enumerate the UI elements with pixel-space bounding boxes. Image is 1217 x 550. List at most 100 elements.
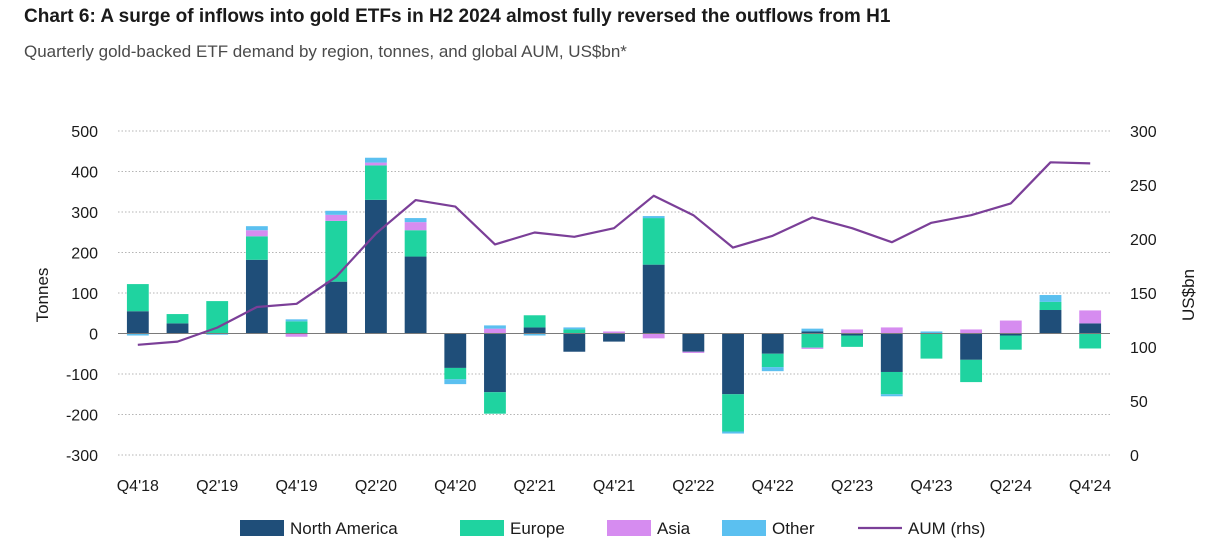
bar-segment xyxy=(642,333,665,339)
y-tick-label: 200 xyxy=(71,246,98,263)
bar-segment xyxy=(603,331,625,334)
y2-tick-label: 0 xyxy=(1130,448,1139,465)
y-tick-label: 500 xyxy=(71,124,98,141)
bar-segment xyxy=(404,256,427,334)
bar-segment xyxy=(245,230,268,237)
x-tick-label: Q4'21 xyxy=(593,478,635,495)
x-axis: Q4'18 Q2'19 Q4'19 Q2'20 Q4'20 Q2'21 Q4'21 Q2'22… xyxy=(117,478,1112,495)
x-tick-label: Q4'24 xyxy=(1069,478,1111,495)
bar-segment xyxy=(285,319,308,322)
bar-segment xyxy=(999,333,1022,336)
bar-segment xyxy=(484,392,506,414)
y2-tick-label: 100 xyxy=(1130,340,1157,357)
bar-segment xyxy=(365,162,387,166)
bar-segment xyxy=(642,216,665,219)
x-tick-label: Q4'20 xyxy=(434,478,476,495)
bar-segment xyxy=(285,333,308,337)
bar-segment xyxy=(603,333,625,342)
bar-segment xyxy=(682,333,705,352)
bar-segment xyxy=(206,333,229,335)
x-tick-label: Q4'18 xyxy=(117,478,159,495)
bar-segment xyxy=(880,371,903,395)
y2-tick-label: 300 xyxy=(1130,124,1157,141)
bar-segment xyxy=(920,331,943,334)
bar-segment xyxy=(444,333,467,368)
bar-segment xyxy=(245,236,268,260)
x-tick-label: Q2'22 xyxy=(672,478,714,495)
bar-segment xyxy=(245,226,268,231)
bar-segment xyxy=(444,379,467,385)
bar-segment xyxy=(920,333,943,359)
bar-segment xyxy=(563,327,586,330)
bar-segment xyxy=(880,394,903,397)
bar-segment xyxy=(761,367,784,372)
y-tick-label: 100 xyxy=(71,286,98,303)
bar-segment xyxy=(285,321,308,334)
y-tick-label: -200 xyxy=(66,408,98,425)
bar-segment xyxy=(563,329,586,334)
y2-tick-label: 200 xyxy=(1130,232,1157,249)
legend-swatch xyxy=(460,520,504,536)
bar-segment xyxy=(245,259,268,334)
x-tick-label: Q4'23 xyxy=(910,478,952,495)
bar-segment xyxy=(1039,301,1062,311)
legend: North America Europe Asia Other AUM (rhs) xyxy=(240,519,985,538)
x-tick-label: Q2'23 xyxy=(831,478,873,495)
x-tick-label: Q2'19 xyxy=(196,478,238,495)
y-tick-label: -100 xyxy=(66,367,98,384)
bar-segment xyxy=(880,333,903,372)
bar-segment xyxy=(841,329,863,334)
x-tick-label: Q4'22 xyxy=(752,478,794,495)
bar-segment xyxy=(166,314,189,324)
y2-tick-label: 250 xyxy=(1130,178,1157,195)
legend-label: North America xyxy=(290,519,398,538)
bar-segment xyxy=(523,333,546,336)
bar-segment xyxy=(841,335,863,347)
bar-segment xyxy=(365,199,387,334)
bar-segment xyxy=(722,431,744,434)
bar-segment xyxy=(563,333,586,352)
bar-segment xyxy=(801,347,824,349)
legend-swatch xyxy=(240,520,284,536)
bar-segment xyxy=(484,325,506,329)
bar-segment xyxy=(365,165,387,200)
bar-segment xyxy=(682,351,705,353)
bar-segment xyxy=(642,264,665,334)
y-tick-label: 300 xyxy=(71,205,98,222)
bar-segment xyxy=(166,323,189,334)
bar-segment xyxy=(325,214,348,221)
bar-segment xyxy=(1079,310,1102,324)
bar-segment xyxy=(999,335,1022,350)
bar-segment xyxy=(365,157,387,163)
bar-segment xyxy=(722,333,744,395)
bar-segment xyxy=(325,281,348,334)
legend-swatch xyxy=(722,520,766,536)
bar-segment xyxy=(1039,295,1062,302)
bar-segment xyxy=(1079,333,1102,349)
y-tick-label: -300 xyxy=(66,448,98,465)
legend-label: Europe xyxy=(510,519,565,538)
bar-segment xyxy=(841,333,863,336)
bar-segment xyxy=(642,218,665,265)
x-tick-label: Q2'21 xyxy=(514,478,556,495)
bar-segment xyxy=(1039,310,1062,334)
bar-segment xyxy=(960,359,983,383)
y2-axis-label: US$bn xyxy=(1179,269,1198,321)
bar-segment xyxy=(325,210,348,215)
bar-segment xyxy=(722,394,744,432)
bar-segment xyxy=(801,328,824,332)
bar-segment xyxy=(801,333,824,348)
bar-segment xyxy=(404,222,427,231)
x-tick-label: Q4'19 xyxy=(275,478,317,495)
bar-segment xyxy=(523,327,546,334)
bar-segment xyxy=(404,230,427,257)
bar-segment xyxy=(126,311,149,334)
legend-swatch xyxy=(607,520,651,536)
bar-segment xyxy=(523,315,546,328)
bar-segment xyxy=(444,367,467,380)
bar-segment xyxy=(960,329,983,334)
bar-segment xyxy=(761,333,784,354)
bar-segment xyxy=(1079,323,1102,334)
y2-tick-label: 150 xyxy=(1130,286,1157,303)
